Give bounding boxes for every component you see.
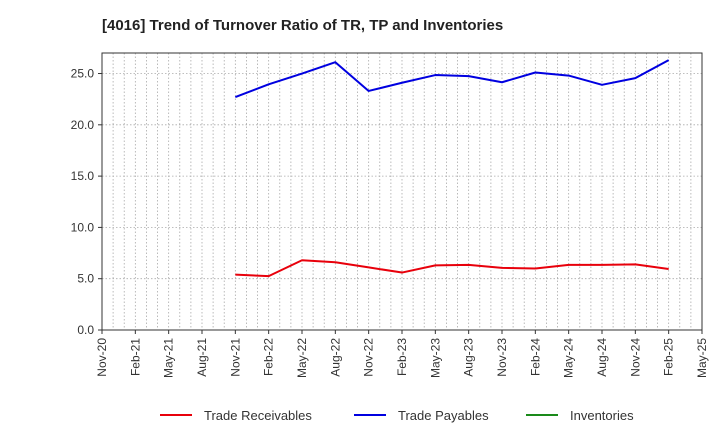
x-tick-label: Feb-22 — [262, 338, 276, 376]
x-tick-label: May-23 — [428, 338, 442, 378]
series-line-trade-payables — [234, 59, 670, 99]
x-tick-label: Nov-20 — [95, 338, 109, 377]
y-tick-label: 10.0 — [71, 220, 95, 234]
x-tick-label: Nov-23 — [495, 338, 509, 377]
x-tick-label: Nov-24 — [628, 338, 642, 377]
x-tick-label: Nov-21 — [228, 338, 242, 377]
y-tick-label: 15.0 — [71, 169, 95, 183]
y-tick-label: 25.0 — [71, 67, 95, 81]
series-lines — [234, 59, 670, 278]
x-tick-label: Feb-25 — [662, 338, 676, 376]
x-tick-label: Aug-23 — [462, 338, 476, 377]
x-tick-label: Feb-24 — [528, 338, 542, 376]
legend-label: Trade Payables — [398, 408, 489, 423]
grid — [102, 53, 702, 330]
x-tick-label: Aug-21 — [195, 338, 209, 377]
x-tick-label: Aug-22 — [328, 338, 342, 377]
y-tick-label: 20.0 — [71, 118, 95, 132]
y-tick-label: 5.0 — [77, 272, 94, 286]
x-tick-label: May-22 — [295, 338, 309, 378]
x-tick-label: Nov-22 — [362, 338, 376, 377]
x-tick-label: Feb-21 — [128, 338, 142, 376]
x-tick-label: May-25 — [695, 338, 709, 378]
legend-label: Inventories — [570, 408, 634, 423]
x-tick-label: May-24 — [562, 338, 576, 378]
y-tick-label: 0.0 — [77, 323, 94, 337]
legend: Trade Receivables Trade Payables Inventori… — [160, 408, 634, 423]
chart-title: [4016] Trend of Turnover Ratio of TR, TP… — [102, 17, 503, 34]
x-tick-label: May-21 — [162, 338, 176, 378]
x-axis: Nov-20 Feb-21 May-21 Aug-21 Nov-21 Feb-22 May-… — [95, 330, 709, 378]
series-line-trade-receivables — [235, 259, 669, 278]
y-axis: 0.0 5.0 10.0 15.0 20.0 25.0 — [71, 67, 102, 337]
x-tick-label: Feb-23 — [395, 338, 409, 376]
x-tick-label: Aug-24 — [595, 338, 609, 377]
legend-label: Trade Receivables — [204, 408, 312, 423]
